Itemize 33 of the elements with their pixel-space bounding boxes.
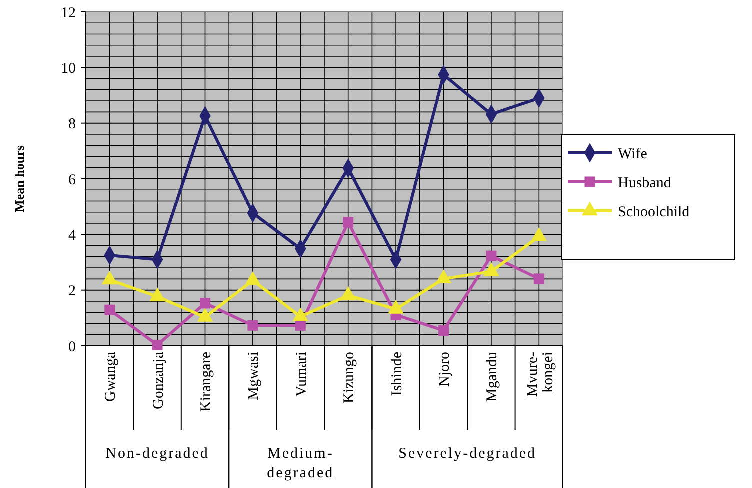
point bbox=[438, 325, 449, 336]
legend-label: Husband bbox=[618, 175, 672, 192]
legend-label: Schoolchild bbox=[618, 204, 690, 220]
point bbox=[486, 250, 497, 262]
point bbox=[248, 320, 258, 331]
text: Severely-degraded bbox=[398, 446, 537, 462]
x-tick-label: Gwanga bbox=[103, 352, 120, 402]
point bbox=[104, 304, 116, 316]
y-tick-label: 8 bbox=[68, 116, 76, 133]
y-tick-label: 2 bbox=[68, 284, 76, 300]
x-tick-label: Mvure-kongei bbox=[524, 352, 557, 397]
x-tick-label: Kirangare bbox=[198, 352, 214, 412]
y-tick-label: 0 bbox=[68, 339, 76, 356]
x-tick-label: Vumari bbox=[294, 352, 310, 397]
x-tick-label: Ishinde bbox=[389, 352, 406, 396]
y-tick-label: 4 bbox=[68, 228, 76, 244]
point bbox=[343, 217, 354, 228]
text: Non-degraded bbox=[106, 446, 210, 462]
y-tick-label: 12 bbox=[61, 5, 76, 22]
point bbox=[152, 340, 163, 350]
legend-label: Wife bbox=[618, 146, 648, 162]
x-tick-label: Mgandu bbox=[484, 352, 501, 402]
x-tick-label: Mgwasi bbox=[246, 352, 262, 400]
text: Medium-degraded bbox=[267, 446, 334, 482]
x-tick-label: Kizungo bbox=[342, 352, 358, 404]
y-tick-label: 10 bbox=[61, 60, 76, 77]
x-tick-label: Njoro bbox=[437, 352, 453, 387]
point bbox=[295, 320, 306, 331]
point bbox=[200, 298, 210, 309]
point bbox=[534, 274, 544, 284]
y-axis-title: Mean hours bbox=[12, 146, 27, 212]
x-tick-label: Gonzanja bbox=[150, 352, 167, 410]
y-tick-label: 6 bbox=[68, 172, 76, 188]
